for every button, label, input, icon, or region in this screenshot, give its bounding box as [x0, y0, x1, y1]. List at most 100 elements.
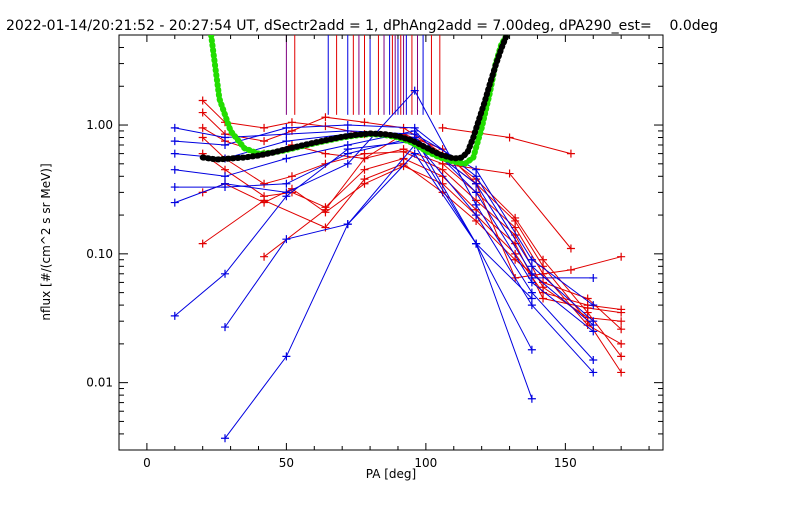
series-line — [174, 130, 594, 332]
data-point — [343, 220, 352, 229]
data-point — [198, 133, 207, 142]
data-point — [170, 123, 179, 132]
data-point — [170, 165, 179, 174]
data-point — [617, 252, 626, 261]
series-blue — [170, 86, 598, 364]
data-point — [527, 273, 536, 282]
data-point — [472, 172, 481, 181]
data-point — [343, 121, 352, 130]
data-point — [589, 327, 598, 336]
data-point — [343, 149, 352, 158]
x-axis-label: PA [deg] — [366, 467, 416, 481]
data-point — [360, 175, 369, 184]
data-point — [472, 188, 481, 197]
x-tick-label: 150 — [554, 456, 577, 470]
data-point — [282, 235, 291, 244]
data-point — [198, 96, 207, 105]
data-point — [617, 305, 626, 314]
data-point — [260, 179, 269, 188]
data-point — [438, 123, 447, 132]
y-axis-label: nflux [#/(cm^2 s sr MeV)] — [39, 163, 53, 320]
data-point — [321, 113, 330, 122]
data-point — [511, 213, 520, 222]
fit-curve-black — [199, 35, 510, 163]
data-point — [566, 244, 575, 253]
data-point — [260, 137, 269, 146]
data-point — [321, 149, 330, 158]
data-point — [617, 352, 626, 361]
data-point — [170, 198, 179, 207]
data-point — [221, 269, 230, 278]
data-point — [527, 294, 536, 303]
data-point — [472, 200, 481, 209]
data-point — [198, 123, 207, 132]
data-point — [410, 149, 419, 158]
data-point — [617, 317, 626, 326]
data-point — [282, 123, 291, 132]
data-point — [566, 149, 575, 158]
data-point — [410, 86, 419, 95]
series-red — [198, 108, 626, 361]
data-point — [360, 154, 369, 163]
fit-curves-layer — [199, 35, 510, 167]
data-point — [472, 211, 481, 220]
data-point — [505, 169, 514, 178]
series-red — [438, 123, 575, 158]
data-point — [527, 345, 536, 354]
series-line — [174, 89, 594, 361]
series-line — [202, 127, 622, 345]
series-line — [202, 163, 622, 330]
y-tick-label: 0.01 — [86, 376, 113, 390]
data-point — [170, 311, 179, 320]
x-tick-label: 0 — [143, 456, 151, 470]
series-line — [224, 152, 533, 399]
data-point — [566, 265, 575, 274]
data-point — [287, 172, 296, 181]
series-blue — [527, 273, 598, 282]
data-point — [539, 255, 548, 264]
x-tick-label: 50 — [279, 456, 294, 470]
series-blue — [170, 123, 598, 310]
series-blue — [221, 140, 536, 443]
data-point — [282, 179, 291, 188]
data-point — [399, 147, 408, 156]
data-point — [221, 133, 230, 142]
data-point — [170, 137, 179, 146]
series-red — [198, 159, 626, 334]
axes-layer: 0 50 100 150 0.01 0.10 1.00 — [86, 34, 663, 470]
data-point — [589, 273, 598, 282]
data-point — [221, 434, 230, 443]
data-point — [221, 323, 230, 332]
data-point — [527, 262, 536, 271]
data-point — [282, 352, 291, 361]
data-point — [589, 355, 598, 364]
data-point — [360, 165, 369, 174]
series-line — [224, 144, 533, 439]
data-point — [170, 183, 179, 192]
data-point — [260, 252, 269, 261]
data-point — [617, 325, 626, 334]
data-point — [260, 123, 269, 132]
data-point — [617, 339, 626, 348]
series-blue — [170, 133, 536, 303]
data-point — [438, 172, 447, 181]
data-point — [438, 159, 447, 168]
data-point — [282, 137, 291, 146]
y-tick-label: 1.00 — [86, 118, 113, 132]
data-point — [472, 239, 481, 248]
plot-frame — [118, 34, 664, 451]
data-point — [221, 140, 230, 149]
data-point — [221, 172, 230, 181]
data-point — [472, 179, 481, 188]
data-point — [221, 183, 230, 192]
series-line — [202, 112, 622, 357]
data-point — [589, 368, 598, 377]
data-point — [287, 118, 296, 127]
data-point — [539, 288, 548, 297]
series-blue — [170, 126, 598, 336]
data-point — [527, 394, 536, 403]
data-point — [198, 108, 207, 117]
data-point — [321, 205, 330, 214]
data-point — [343, 159, 352, 168]
